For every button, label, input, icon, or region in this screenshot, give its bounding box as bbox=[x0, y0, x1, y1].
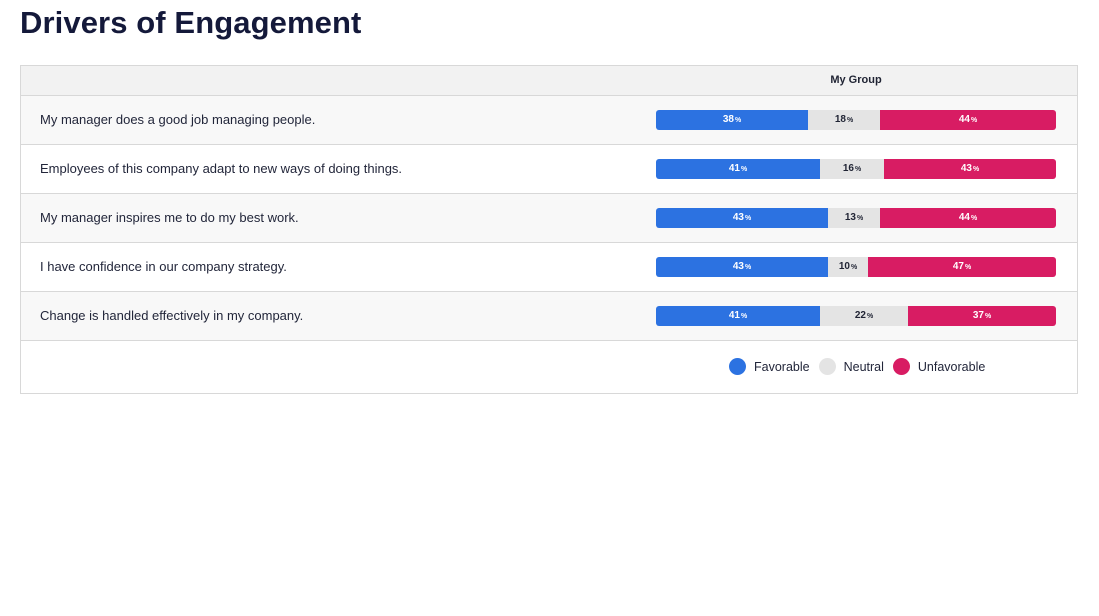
favorable-value: 43 bbox=[732, 212, 744, 223]
percent-symbol: % bbox=[970, 117, 978, 124]
percent-symbol: % bbox=[740, 166, 748, 173]
favorable-value: 41 bbox=[728, 310, 740, 321]
favorable-segment[interactable]: 43% bbox=[656, 257, 828, 277]
unfavorable-segment[interactable]: 43% bbox=[884, 159, 1056, 179]
percent-symbol: % bbox=[734, 117, 742, 124]
percent-symbol: % bbox=[970, 215, 978, 222]
unfavorable-value: 43 bbox=[960, 163, 972, 174]
neutral-value: 18 bbox=[834, 114, 846, 125]
neutral-segment[interactable]: 16% bbox=[820, 159, 884, 179]
unfavorable-value: 37 bbox=[972, 310, 984, 321]
unfavorable-swatch-icon bbox=[892, 358, 910, 375]
legend-item-unfavorable[interactable]: Unfavorable bbox=[892, 358, 986, 375]
legend-item-favorable[interactable]: Favorable bbox=[729, 358, 810, 375]
favorable-segment[interactable]: 41% bbox=[656, 306, 820, 326]
favorable-value: 38 bbox=[722, 114, 734, 125]
legend-label-favorable: Favorable bbox=[754, 359, 810, 374]
table-row: My manager does a good job managing peop… bbox=[21, 96, 1077, 145]
distribution-bar[interactable]: 43% 13% 44% bbox=[656, 208, 1056, 228]
unfavorable-segment[interactable]: 37% bbox=[908, 306, 1056, 326]
percent-symbol: % bbox=[854, 166, 862, 173]
legend-label-unfavorable: Unfavorable bbox=[917, 359, 986, 374]
neutral-segment[interactable]: 10% bbox=[828, 257, 868, 277]
table-header: My Group bbox=[21, 66, 1077, 96]
unfavorable-value: 44 bbox=[958, 114, 970, 125]
drivers-table: My Group My manager does a good job mana… bbox=[20, 65, 1078, 394]
favorable-segment[interactable]: 41% bbox=[656, 159, 820, 179]
unfavorable-segment[interactable]: 44% bbox=[880, 208, 1056, 228]
percent-symbol: % bbox=[740, 313, 748, 320]
favorable-segment[interactable]: 43% bbox=[656, 208, 828, 228]
legend: Favorable Neutral Unfavorable bbox=[729, 358, 994, 375]
percent-symbol: % bbox=[964, 264, 972, 271]
percent-symbol: % bbox=[866, 313, 874, 320]
question-label: My manager does a good job managing peop… bbox=[40, 112, 316, 127]
question-label: My manager inspires me to do my best wor… bbox=[40, 210, 299, 225]
favorable-swatch-icon bbox=[729, 358, 746, 375]
favorable-segment[interactable]: 38% bbox=[656, 110, 808, 130]
distribution-bar[interactable]: 38% 18% 44% bbox=[656, 110, 1056, 130]
page-title: Drivers of Engagement bbox=[20, 5, 362, 40]
neutral-segment[interactable]: 13% bbox=[828, 208, 880, 228]
question-label: I have confidence in our company strateg… bbox=[40, 259, 287, 274]
unfavorable-value: 47 bbox=[952, 261, 964, 272]
table-row: My manager inspires me to do my best wor… bbox=[21, 194, 1077, 243]
neutral-segment[interactable]: 22% bbox=[820, 306, 908, 326]
group-column-header[interactable]: My Group bbox=[830, 74, 882, 86]
neutral-value: 10 bbox=[838, 261, 850, 272]
neutral-segment[interactable]: 18% bbox=[808, 110, 880, 130]
legend-item-neutral[interactable]: Neutral bbox=[818, 358, 884, 375]
percent-symbol: % bbox=[972, 166, 980, 173]
neutral-value: 16 bbox=[842, 163, 854, 174]
table-row: Employees of this company adapt to new w… bbox=[21, 145, 1077, 194]
percent-symbol: % bbox=[856, 215, 864, 222]
legend-row: Favorable Neutral Unfavorable bbox=[21, 341, 1077, 393]
percent-symbol: % bbox=[744, 264, 752, 271]
neutral-value: 13 bbox=[844, 212, 856, 223]
unfavorable-segment[interactable]: 47% bbox=[868, 257, 1056, 277]
unfavorable-segment[interactable]: 44% bbox=[880, 110, 1056, 130]
legend-label-neutral: Neutral bbox=[843, 359, 884, 374]
favorable-value: 43 bbox=[732, 261, 744, 272]
percent-symbol: % bbox=[744, 215, 752, 222]
table-row: I have confidence in our company strateg… bbox=[21, 243, 1077, 292]
unfavorable-value: 44 bbox=[958, 212, 970, 223]
neutral-value: 22 bbox=[854, 310, 866, 321]
neutral-swatch-icon bbox=[818, 358, 836, 375]
question-label: Employees of this company adapt to new w… bbox=[40, 161, 403, 176]
distribution-bar[interactable]: 43% 10% 47% bbox=[656, 257, 1056, 277]
favorable-value: 41 bbox=[728, 163, 740, 174]
percent-symbol: % bbox=[850, 264, 858, 271]
question-label: Change is handled effectively in my comp… bbox=[40, 308, 304, 323]
percent-symbol: % bbox=[846, 117, 854, 124]
distribution-bar[interactable]: 41% 16% 43% bbox=[656, 159, 1056, 179]
distribution-bar[interactable]: 41% 22% 37% bbox=[656, 306, 1056, 326]
percent-symbol: % bbox=[984, 313, 992, 320]
table-row: Change is handled effectively in my comp… bbox=[21, 292, 1077, 341]
